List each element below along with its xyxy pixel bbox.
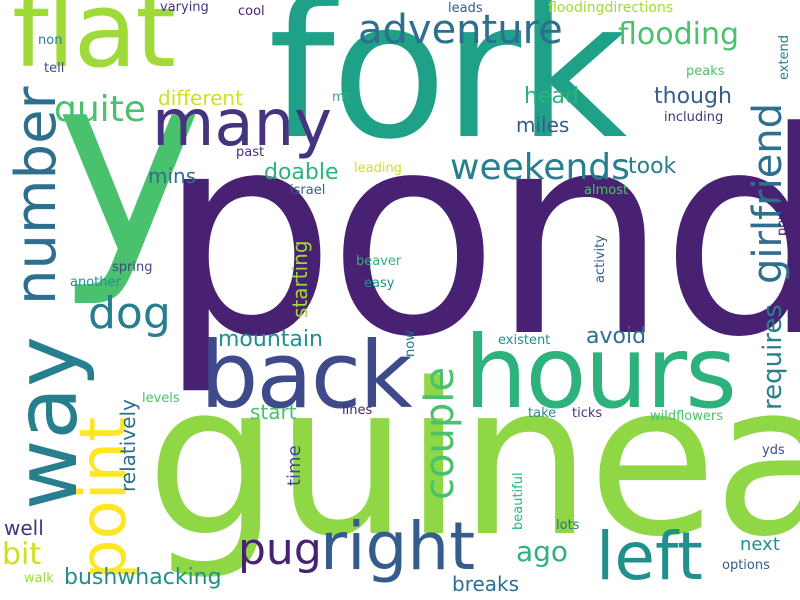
word-miles: miles (516, 113, 570, 137)
word-right: right (320, 508, 476, 585)
word-tell: tell (44, 61, 65, 76)
word-quite: quite (54, 89, 146, 130)
word-doable: doable (264, 160, 339, 185)
word-israel: israel (290, 183, 326, 198)
word-mountain: mountain (218, 327, 323, 352)
word-floodingdirections: floodingdirections (548, 0, 674, 16)
word-pug: pug (238, 524, 322, 575)
word-activity: activity (593, 235, 608, 283)
word-bit: bit (2, 537, 42, 572)
word-cool: cool (238, 4, 265, 19)
word-lots: lots (556, 518, 580, 533)
word-left: left (596, 518, 703, 595)
word-head: head (524, 84, 579, 109)
word-almost: almost (584, 183, 629, 198)
word-leads: leads (448, 1, 483, 16)
word-requires: requires (758, 304, 788, 410)
word-peaks: peaks (686, 64, 725, 79)
word-another: another (70, 275, 121, 290)
word-spring: spring (112, 260, 153, 275)
word-well: well (4, 516, 44, 540)
word-existent: existent (498, 333, 551, 348)
word-start: start (250, 400, 297, 424)
word-including: including (664, 110, 724, 125)
word-mt: mt (332, 90, 350, 105)
word-time: time (284, 445, 305, 486)
word-avoid: avoid (586, 324, 647, 349)
word-easy: easy (364, 276, 395, 291)
word-starting: starting (288, 240, 312, 318)
word-couple: couple (417, 367, 463, 500)
word-guinea: guinea (146, 338, 800, 583)
word-hours: hours (464, 314, 737, 431)
word-pond: pond (158, 73, 800, 399)
word-varying: varying (160, 0, 209, 15)
word-wildflowers: wildflowers (650, 409, 723, 424)
word-relatively: relatively (116, 399, 140, 492)
word-beautiful: beautiful (511, 472, 526, 530)
word-many: many (152, 87, 332, 161)
word-beaver: beaver (356, 254, 402, 269)
word-flat: flat (12, 0, 176, 91)
word-next: next (740, 534, 780, 555)
word-took: took (628, 154, 677, 179)
word-adventure: adventure (358, 7, 563, 53)
word-dog: dog (88, 288, 171, 339)
word-different: different (158, 86, 243, 110)
word-though: though (654, 84, 732, 109)
word-breaks: breaks (452, 572, 520, 596)
word-lines: lines (342, 403, 373, 418)
word-bushwhacking: bushwhacking (64, 565, 222, 590)
word-take: take (528, 406, 557, 421)
word-fork: fork (268, 0, 627, 181)
word-back: back (200, 322, 413, 429)
word-mins: mins (148, 164, 197, 188)
word-non: non (38, 33, 63, 48)
word-past: past (236, 145, 265, 160)
word-walk: walk (24, 571, 54, 586)
word-weekends: weekends (450, 147, 630, 188)
word-power: power (775, 195, 790, 236)
word-yds: yds (762, 443, 785, 458)
word-now: now (403, 330, 418, 357)
word-girlfriend: girlfriend (745, 102, 791, 284)
word-extend: extend (777, 34, 792, 80)
word-y: y (55, 19, 203, 310)
word-levels: levels (142, 391, 180, 406)
word-flooding: flooding (618, 17, 740, 52)
word-ticks: ticks (572, 406, 603, 421)
word-options: options (722, 558, 770, 573)
word-ago: ago (516, 535, 569, 568)
word-leading: leading (354, 161, 402, 176)
